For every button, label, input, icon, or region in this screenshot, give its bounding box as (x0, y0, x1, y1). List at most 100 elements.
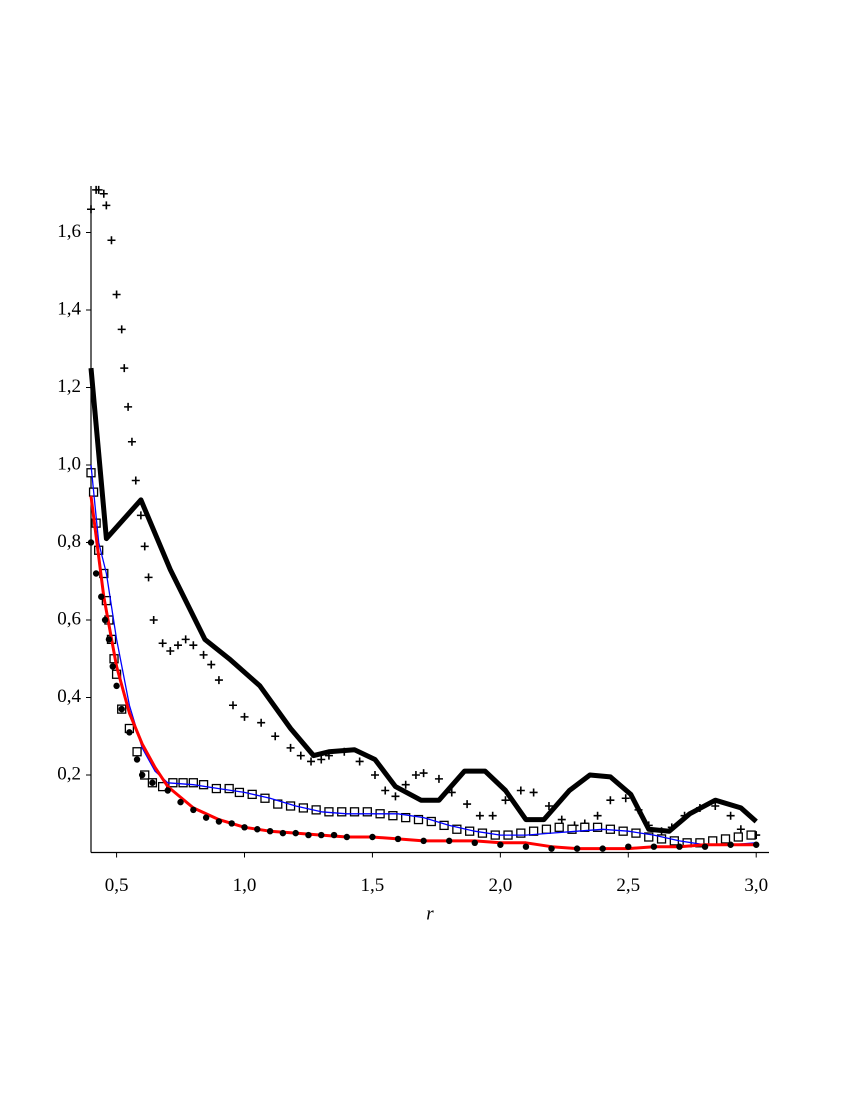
circle-marker (118, 705, 125, 713)
plus-marker (99, 189, 108, 198)
square-marker (554, 822, 564, 832)
plus-marker (557, 815, 566, 824)
square-marker (388, 811, 398, 821)
plus-marker (166, 647, 175, 655)
plus-marker (606, 796, 615, 805)
x-axis-label: r (426, 903, 434, 924)
plus-marker (667, 823, 676, 832)
circle-marker (599, 845, 606, 852)
circle-marker (343, 833, 351, 841)
circle-marker (394, 835, 402, 843)
plus-marker (680, 811, 689, 820)
circle-marker (109, 663, 116, 670)
circle-marker (753, 841, 760, 848)
series-line (88, 367, 758, 834)
circle-marker (650, 843, 658, 850)
circle-marker (202, 814, 210, 821)
square-marker (349, 807, 360, 817)
circle-marker (138, 771, 146, 779)
plus-marker (307, 757, 316, 766)
x-tick-label: 3,0 (744, 875, 768, 896)
series-line (89, 495, 757, 851)
plus-marker (120, 364, 129, 373)
plus-marker (214, 676, 223, 685)
square-marker (132, 747, 142, 757)
plus-marker (711, 802, 720, 810)
circle-marker (471, 839, 478, 847)
square-marker (528, 826, 539, 836)
circle-marker (266, 827, 274, 835)
plus-marker (695, 803, 704, 812)
plus-marker (529, 788, 538, 797)
circle-marker (369, 833, 376, 841)
x-tick-label: 0,5 (105, 875, 129, 896)
square-marker (541, 824, 552, 834)
circle-marker (87, 539, 95, 546)
plus-marker (149, 616, 158, 624)
plus-marker (127, 437, 136, 446)
square-marker (337, 807, 347, 817)
plus-marker (257, 718, 266, 727)
plus-marker (240, 712, 249, 721)
circle-marker (254, 826, 261, 833)
x-tick-label: 1,5 (361, 875, 385, 896)
circle-marker (420, 837, 427, 845)
square-marker (401, 812, 411, 823)
circle-marker (164, 787, 171, 794)
square-marker (516, 828, 526, 838)
plus-marker (621, 794, 630, 803)
circle-marker (292, 829, 299, 837)
plus-marker (501, 796, 510, 805)
square-marker (224, 783, 234, 794)
circle-marker (133, 756, 141, 763)
plus-marker (112, 290, 121, 299)
circle-marker (625, 843, 632, 850)
circle-marker (305, 831, 312, 839)
circle-marker (241, 824, 248, 831)
square-marker (413, 814, 424, 825)
plus-marker (463, 800, 472, 809)
circle-marker (318, 831, 325, 839)
circle-marker (701, 843, 709, 850)
plus-marker (158, 639, 167, 648)
circle-marker (548, 845, 555, 852)
plus-marker (144, 573, 153, 582)
plus-marker (434, 774, 443, 783)
plus-marker (131, 476, 140, 485)
plus-marker (419, 769, 428, 778)
y-tick-label: 1,6 (57, 221, 81, 242)
plus-marker (102, 201, 111, 210)
square-marker (188, 778, 198, 788)
plus-marker (516, 786, 525, 795)
plus-marker (736, 825, 745, 834)
circle-marker (190, 806, 197, 814)
plus-marker (117, 325, 126, 334)
square-marker (362, 807, 372, 817)
square-marker (198, 780, 209, 790)
x-tick-label: 2,5 (616, 875, 640, 896)
plus-marker (173, 641, 182, 650)
plus-marker (726, 811, 735, 820)
circle-marker (497, 841, 504, 848)
plus-marker (107, 236, 116, 245)
plus-marker (94, 185, 103, 194)
square-marker (592, 822, 603, 832)
plus-marker (644, 821, 653, 830)
plus-marker (401, 780, 410, 789)
y-tick-label: 0,8 (57, 531, 81, 552)
circle-marker (98, 593, 105, 600)
circle-marker (92, 570, 100, 577)
x-tick-label: 2,0 (488, 875, 512, 896)
square-marker (567, 824, 577, 834)
plus-marker (324, 751, 333, 760)
plus-marker (296, 751, 305, 760)
circle-marker (101, 616, 109, 624)
circle-marker (522, 843, 530, 850)
plus-marker (317, 755, 326, 764)
series-line (90, 464, 757, 846)
plus-marker (199, 650, 208, 659)
plus-marker (447, 788, 456, 797)
plus-marker (475, 811, 484, 820)
circle-marker (215, 818, 223, 825)
